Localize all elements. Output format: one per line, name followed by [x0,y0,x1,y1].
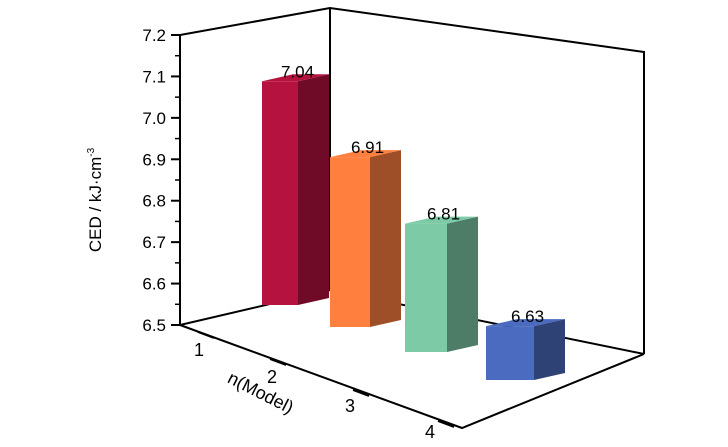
bar-data-label: 6.81 [427,205,460,224]
bar-front-face [330,157,370,327]
y-tick-label: 6.5 [142,316,166,335]
bar-side-face [534,319,565,380]
bars [262,74,565,380]
bar-front-face [405,224,447,352]
bar-data-label: 6.91 [351,138,384,157]
y-axis: 6.5 6.6 6.7 6.8 6.9 7.0 7.1 7.2 [142,26,180,335]
y-tick-label: 7.1 [142,67,166,86]
y-axis-label: CED / kJ·cm-3 [86,147,105,252]
x-tick-label: 3 [345,396,355,416]
y-tick-label: 6.7 [142,233,166,252]
x-tick-label: 1 [194,340,204,360]
x-tick-label: 4 [425,422,435,442]
bar-side-face [447,217,478,352]
y-tick-label: 7.0 [142,109,166,128]
bar-side-face [370,150,401,327]
x-axis-label: n(Model) [225,368,297,418]
bar-front-face [486,326,534,380]
x-tick-mark [198,332,214,338]
bar-side-face [298,74,329,305]
x-tick-label: 2 [267,367,277,387]
bar-data-label: 6.63 [511,307,544,326]
y-tick-label: 6.9 [142,150,166,169]
y-tick-label: 6.6 [142,275,166,294]
y-tick-label: 7.2 [142,26,166,45]
bar-data-label: 7.04 [281,62,314,81]
bar-front-face [262,81,298,305]
chart-frame [180,8,644,428]
y-tick-label: 6.8 [142,192,166,211]
